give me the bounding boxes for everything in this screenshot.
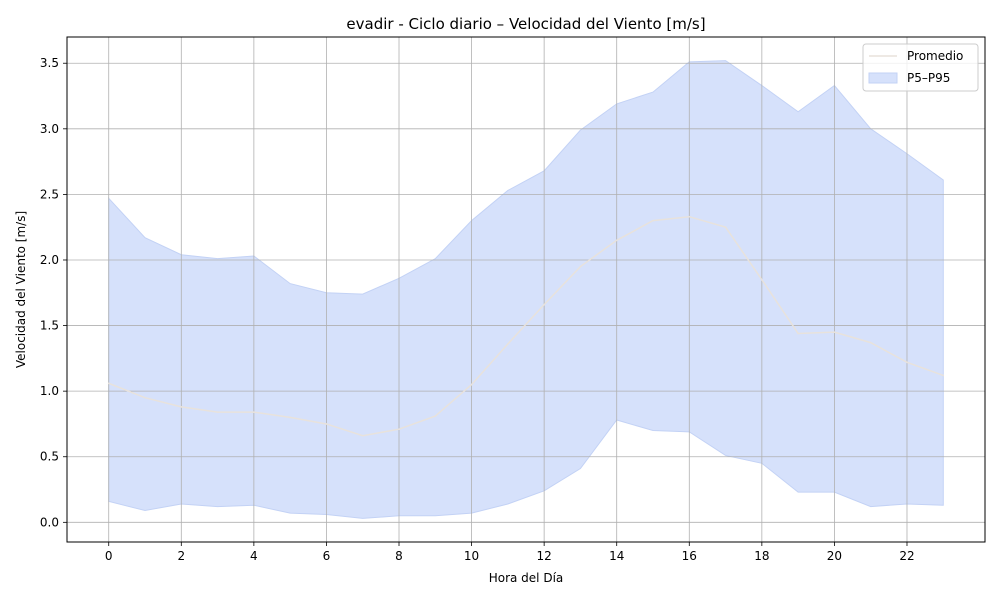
data-point-promedio bbox=[869, 341, 872, 344]
data-point-promedio bbox=[579, 265, 582, 268]
data-point-promedio bbox=[289, 416, 291, 419]
x-tick-label: 6 bbox=[323, 549, 331, 563]
data-point-promedio bbox=[180, 406, 183, 408]
y-axis-title: Velocidad del Viento [m/s] bbox=[14, 211, 28, 368]
data-point-promedio bbox=[470, 383, 473, 386]
data-point-promedio bbox=[253, 411, 255, 413]
data-point-promedio bbox=[833, 331, 836, 333]
x-tick-label: 4 bbox=[250, 549, 258, 563]
x-tick-label: 14 bbox=[609, 549, 624, 563]
y-tick-label: 2.0 bbox=[40, 253, 59, 267]
y-axis-ticks: 0.0 0.5 1.0 1.5 2.0 2.5 3.0 3.5 bbox=[40, 56, 67, 529]
y-tick-label: 3.0 bbox=[40, 122, 59, 136]
data-point-promedio bbox=[434, 415, 437, 417]
data-point-promedio bbox=[325, 423, 328, 425]
x-tick-label: 10 bbox=[464, 549, 479, 563]
legend-band-swatch bbox=[868, 72, 898, 84]
data-point-promedio bbox=[144, 396, 146, 399]
data-point-promedio bbox=[724, 226, 727, 228]
legend-label-promedio: Promedio bbox=[907, 49, 963, 63]
plot-frame bbox=[66, 36, 986, 543]
x-tick-label: 20 bbox=[827, 549, 842, 563]
x-tick-label: 18 bbox=[754, 549, 769, 563]
x-tick-label: 2 bbox=[177, 549, 185, 563]
y-tick-label: 1.5 bbox=[40, 319, 59, 333]
grid-layer bbox=[67, 37, 985, 542]
chart-title: evadir - Ciclo diario – Velocidad del Vi… bbox=[346, 15, 705, 33]
data-point-promedio bbox=[543, 303, 545, 306]
y-tick-label: 0.0 bbox=[40, 515, 59, 529]
data-point-promedio bbox=[361, 434, 364, 437]
data-point-promedio bbox=[615, 239, 618, 242]
data-point-promedio bbox=[507, 343, 509, 345]
data-point-promedio bbox=[942, 374, 945, 377]
x-tick-label: 12 bbox=[537, 549, 552, 563]
y-tick-label: 3.5 bbox=[40, 56, 59, 70]
data-point-promedio bbox=[107, 382, 110, 385]
data-point-promedio bbox=[398, 428, 400, 430]
line-layer bbox=[107, 215, 945, 437]
x-tick-label: 8 bbox=[395, 549, 403, 563]
y-tick-label: 0.5 bbox=[40, 450, 59, 464]
data-point-promedio bbox=[797, 332, 799, 335]
x-tick-label: 22 bbox=[899, 549, 914, 563]
x-axis-title: Hora del Día bbox=[489, 571, 564, 585]
legend-label-p5-p95: P5–P95 bbox=[907, 71, 950, 85]
series-line-promedio bbox=[108, 215, 944, 437]
data-point-promedio bbox=[652, 219, 654, 222]
x-tick-label: 16 bbox=[682, 549, 697, 563]
legend: Promedio P5–P95 bbox=[862, 43, 979, 92]
data-point-promedio bbox=[761, 278, 763, 281]
y-tick-label: 1.0 bbox=[40, 384, 59, 398]
y-tick-label: 2.5 bbox=[40, 187, 59, 201]
data-point-promedio bbox=[688, 215, 691, 218]
data-point-promedio bbox=[906, 361, 908, 364]
x-axis-ticks: 0 2 4 6 8 10 12 14 16 18 20 22 bbox=[105, 542, 915, 563]
data-point-promedio bbox=[216, 411, 219, 413]
x-tick-label: 0 bbox=[105, 549, 113, 563]
